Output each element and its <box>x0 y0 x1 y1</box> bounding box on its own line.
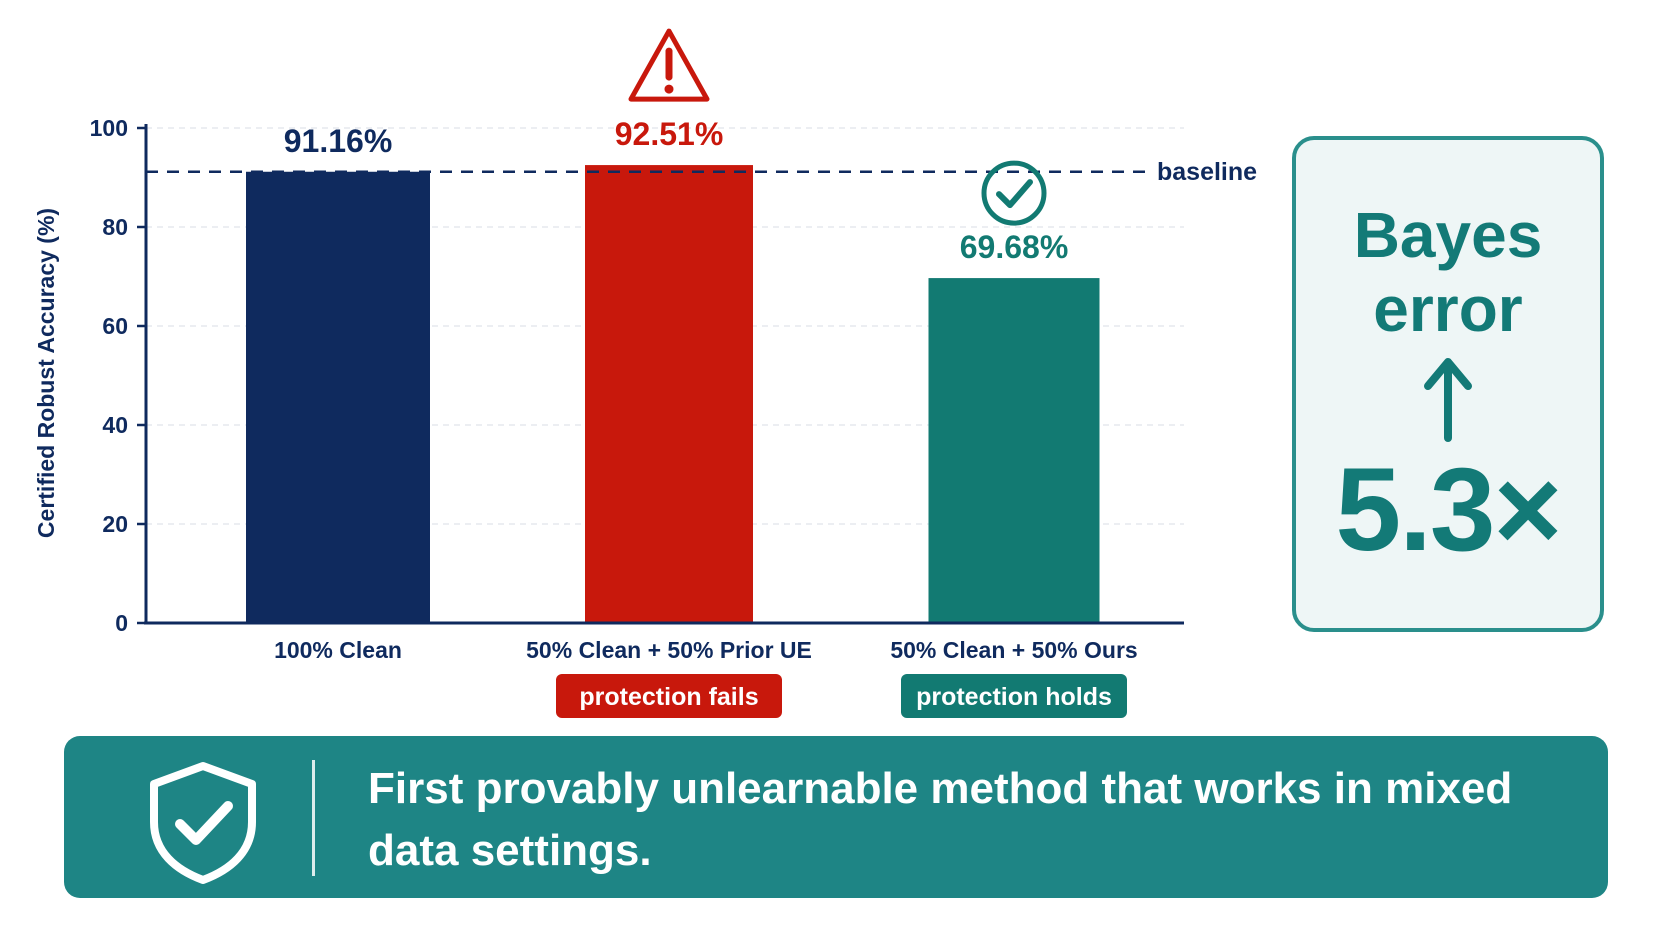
bar-value-label: 69.68% <box>960 229 1069 265</box>
y-tick-label: 80 <box>102 214 128 240</box>
x-tick-label: 50% Clean + 50% Ours <box>890 637 1137 663</box>
status-badge-label: protection fails <box>579 683 758 711</box>
banner-divider <box>312 760 315 876</box>
y-tick-label: 100 <box>90 115 128 141</box>
axes <box>144 124 1184 625</box>
y-tick-label: 60 <box>102 313 128 339</box>
y-tick-label: 40 <box>102 412 128 438</box>
labels: 91.16% 100% Clean 92.51% 50% Clean + 50% Pr… <box>274 28 1138 718</box>
arrow-up-icon <box>1424 358 1472 442</box>
bar <box>928 278 1100 623</box>
x-tick-label: 100% Clean <box>274 637 402 663</box>
baseline-reference: baseline <box>146 158 1257 186</box>
y-tick-label: 0 <box>115 610 128 636</box>
bayes-error-multiplier: 5.3× <box>1335 444 1563 576</box>
bar-value-label: 91.16% <box>284 123 393 159</box>
summary-text: First provably unlearnable method that w… <box>368 764 1513 875</box>
x-tick-label: 50% Clean + 50% Prior UE <box>526 637 812 663</box>
baseline-label: baseline <box>1157 158 1257 186</box>
status-badge-label: protection holds <box>916 683 1112 711</box>
shield-check-icon <box>150 762 256 884</box>
bar <box>585 165 753 623</box>
y-axis-ticks: 0 20 40 60 80 100 <box>90 115 146 636</box>
check-circle-icon <box>981 160 1047 226</box>
bar-value-label: 92.51% <box>615 116 724 152</box>
bar <box>246 171 430 623</box>
y-tick-label: 20 <box>102 511 128 537</box>
bayes-error-card: Bayes error 5.3× <box>1292 136 1604 632</box>
bars <box>246 165 1100 623</box>
summary-banner: First provably unlearnable method that w… <box>64 736 1608 898</box>
y-axis-label: Certified Robust Accuracy (%) <box>33 208 59 538</box>
bayes-error-title: Bayes error <box>1353 199 1543 345</box>
status-badge <box>901 674 1127 718</box>
status-badge <box>556 674 782 718</box>
warning-triangle-icon <box>628 28 710 102</box>
